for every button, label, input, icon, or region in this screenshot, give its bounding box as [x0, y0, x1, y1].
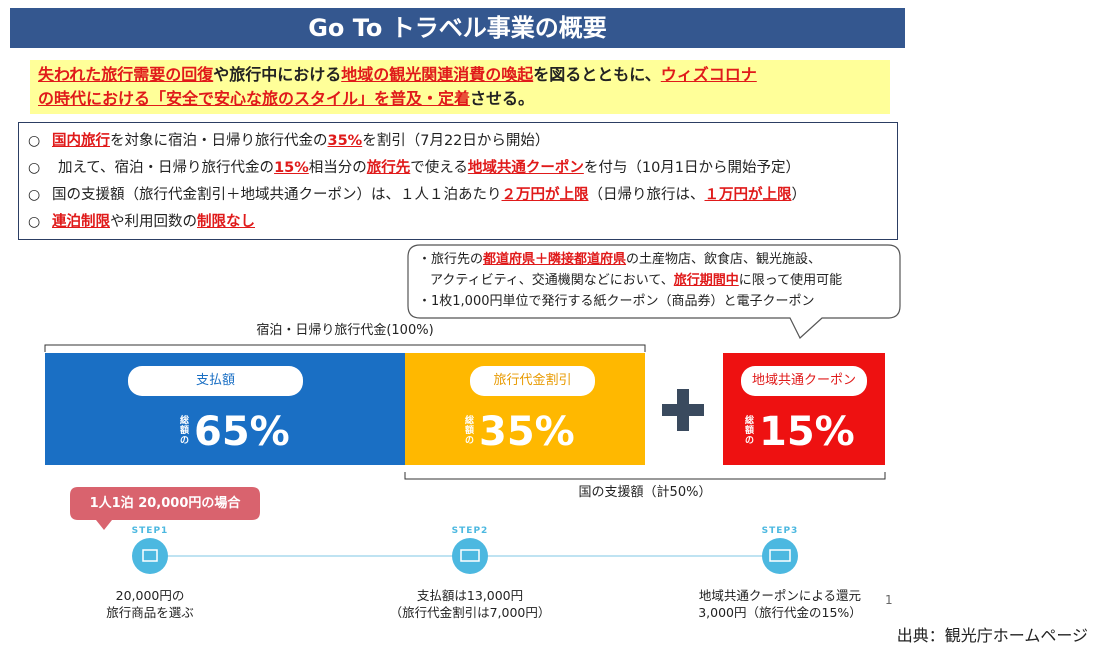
point-line-segment: を付与（10月1日から開始予定） [583, 160, 801, 176]
headline-line: 失われた旅行需要の回復や旅行中における地域の観光関連消費の喚起を図るとともに、ウ… [38, 64, 757, 86]
block-prefix: 総額の [745, 416, 755, 446]
step-symbol [460, 549, 480, 562]
example-callout [70, 487, 260, 530]
bullet: ○ [28, 133, 41, 149]
title: Go To トラベル事業の概要 [308, 14, 607, 42]
point-line: 国の支援額（旅行代金割引＋地域共通クーポン）は、１人１泊あたり２万円が上限（日帰… [52, 184, 806, 206]
step-text: 20,000円の [115, 588, 185, 603]
callout-line-segment: 旅行期間中 [673, 273, 739, 288]
block-label: 旅行代金割引 [470, 366, 595, 396]
callout-bubble [407, 244, 901, 339]
callout-line-segment: アクティビティ、交通機関などにおいて、 [430, 273, 674, 288]
point-line-segment: 制限なし [197, 214, 255, 230]
point-line-segment: 国内旅行 [52, 133, 110, 149]
points-box [18, 122, 898, 240]
bullet: ○ [28, 214, 41, 230]
point-line-segment: を割引（7月22日から開始） [362, 133, 550, 149]
block-share: 65% [194, 409, 290, 455]
total-bracket [44, 344, 646, 352]
headline-line-segment: を図るとともに、 [533, 65, 661, 84]
callout-line-segment: に限って使用可能 [738, 273, 843, 288]
point-line: 連泊制限や利用回数の制限なし [52, 211, 255, 233]
callout-line: ・旅行先の都道府県＋隣接都道府県の土産物店、飲食店、観光施設、 [418, 250, 821, 270]
step-icon [132, 538, 168, 574]
point-line-segment: １万円が上限 [704, 187, 792, 203]
block-label: 支払額 [128, 366, 303, 396]
block-prefix: 総額の [180, 416, 190, 446]
headline-line-segment: 地域の観光関連消費の喚起 [341, 65, 534, 84]
step-text: 支払額は13,000円 [416, 588, 524, 603]
point-line-segment: 15% [274, 160, 309, 176]
block-share: 15% [759, 409, 855, 455]
step-text: 3,000円（旅行代金の15%） [698, 605, 862, 620]
step-icon [762, 538, 798, 574]
step-text: （旅行代金割引は7,000円） [389, 605, 551, 620]
point-line-segment: ２万円が上限 [501, 187, 589, 203]
page-number: 1 [885, 593, 893, 607]
total-label: 宿泊・日帰り旅行代金(100%) [256, 323, 434, 338]
point-line-segment: で使える [410, 160, 468, 176]
headline-line-segment: ウィズコロナ [660, 65, 757, 84]
example-label: 1人1泊 20,000円の場合 [89, 496, 241, 511]
point-line: 加えて、宿泊・日帰り旅行代金の15%相当分の旅行先で使える地域共通クーポンを付与… [58, 157, 800, 179]
point-line-segment: 相当分の [308, 160, 367, 176]
support-bracket [404, 472, 886, 480]
point-line-segment: ） [791, 187, 807, 203]
block-prefix: 総額の [465, 416, 475, 446]
callout-line: ・1枚1,000円単位で発行する紙クーポン（商品券）と電子クーポン [418, 292, 815, 312]
bullet: ○ [28, 160, 41, 176]
callout-line-segment: ・1枚1,000円単位で発行する紙クーポン（商品券）と電子クーポン [418, 294, 815, 309]
step-icon [452, 538, 488, 574]
plus-icon [677, 389, 689, 431]
step-badge: STEP2 [451, 526, 489, 536]
headline-line-segment: させる。 [470, 89, 535, 108]
point-line-segment: 加えて、宿泊・日帰り旅行代金の [58, 160, 275, 176]
callout-line-segment: 都道府県＋隣接都道府県 [483, 252, 627, 267]
headline-line-segment: 失われた旅行需要の回復 [38, 65, 214, 84]
callout-line: アクティビティ、交通機関などにおいて、旅行期間中に限って使用可能 [430, 271, 842, 291]
title-bar [10, 8, 905, 48]
point-line-segment: （日帰り旅行は、 [588, 187, 705, 203]
point-line-segment: 連泊制限 [52, 214, 110, 230]
step-badge: STEP1 [131, 526, 169, 536]
point-line-segment: 地域共通クーポン [467, 160, 584, 176]
point-line-segment: を対象に宿泊・日帰り旅行代金の [110, 133, 328, 149]
headline-line: の時代における「安全で安心な旅のスタイル」を普及・定着させる。 [38, 88, 534, 110]
point-line: 国内旅行を対象に宿泊・日帰り旅行代金の35%を割引（7月22日から開始） [52, 130, 549, 152]
step-text: 旅行商品を選ぶ [106, 605, 194, 620]
step-text: 地域共通クーポンによる還元 [698, 588, 862, 603]
point-line-segment: 旅行先 [366, 160, 411, 176]
bullet: ○ [28, 187, 41, 203]
step-badge: STEP3 [761, 526, 799, 536]
headline-line-segment: や旅行中における [213, 65, 342, 84]
headline-line-segment: の時代における「安全で安心な旅のスタイル」を普及・定着 [38, 89, 471, 108]
callout-line-segment: ・旅行先の [418, 252, 484, 267]
step-symbol [142, 549, 158, 562]
source: 出典：観光庁ホームページ [896, 626, 1088, 645]
support-label: 国の支援額（計50%） [578, 485, 712, 500]
point-line-segment: 35% [327, 133, 363, 149]
block-label: 地域共通クーポン [741, 366, 867, 396]
callout-line-segment: の土産物店、飲食店、観光施設、 [626, 252, 822, 267]
headline-box [30, 60, 890, 114]
block-share: 35% [479, 409, 575, 455]
point-line-segment: 国の支援額（旅行代金割引＋地域共通クーポン）は、１人１泊あたり [52, 187, 502, 203]
step-symbol [769, 549, 791, 562]
point-line-segment: や利用回数の [110, 214, 197, 230]
